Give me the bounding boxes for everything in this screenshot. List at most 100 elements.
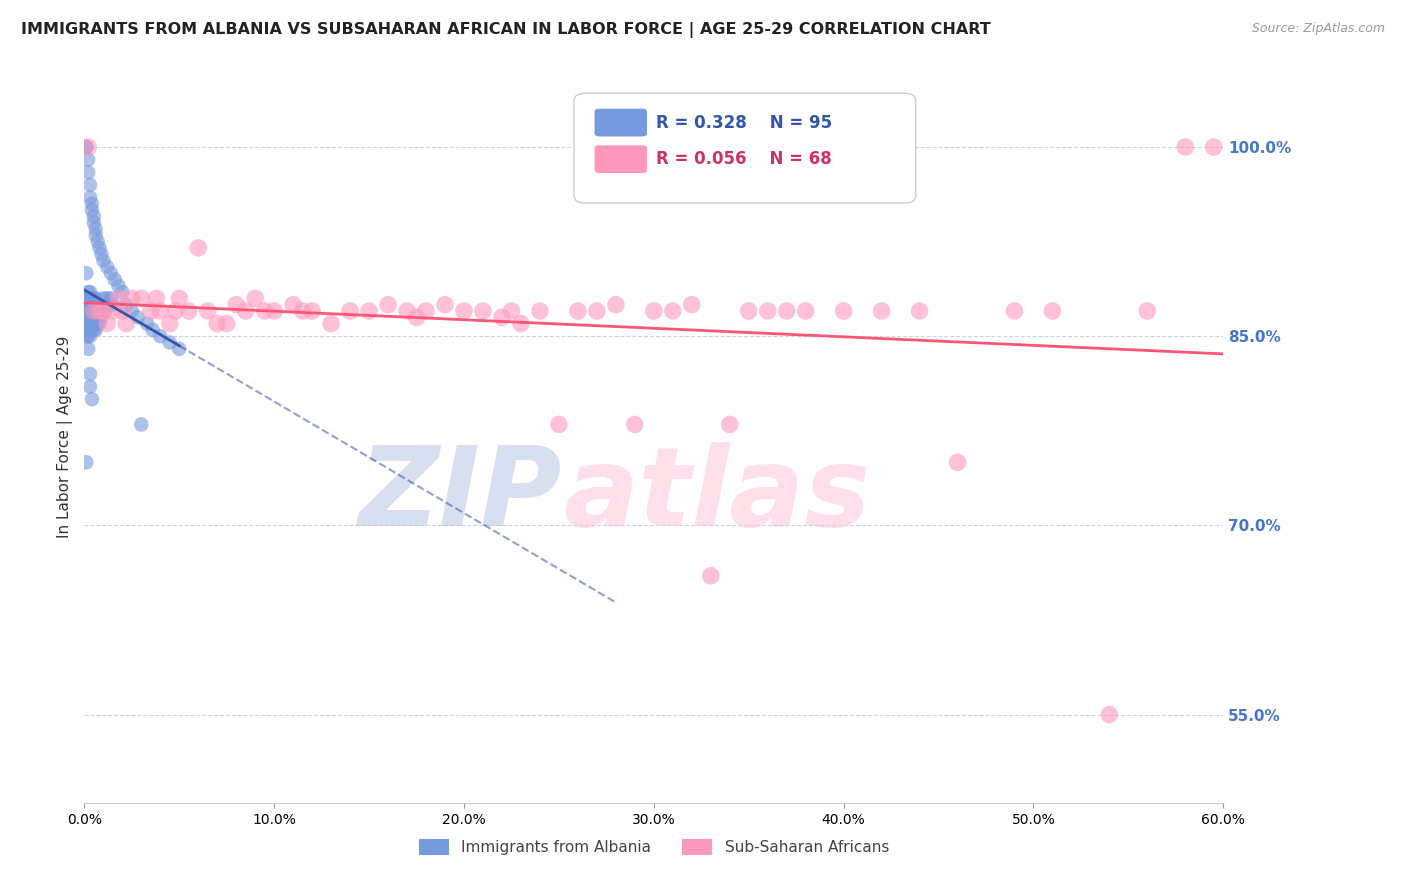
Point [207,317,229,331]
Point [472,304,495,318]
Point [434,298,457,312]
Point [80,298,103,312]
Point [77,323,100,337]
Point [79,178,101,192]
Point [794,304,817,318]
Point [90,247,112,261]
Point [75,140,97,154]
Point [77,329,100,343]
Point [77,140,100,154]
Point [263,304,285,318]
Point [405,310,427,325]
FancyBboxPatch shape [595,109,647,136]
Point [111,304,134,318]
Point [107,278,129,293]
Point [131,417,153,432]
Point [84,298,107,312]
Point [197,304,219,318]
Point [700,569,723,583]
Point [169,291,191,305]
Point [80,203,103,218]
Point [75,291,97,305]
Point [84,323,107,337]
Point [291,304,314,318]
Point [89,298,111,312]
Point [643,304,665,318]
Point [75,140,97,154]
Point [84,291,107,305]
Point [253,304,276,318]
Point [86,310,108,325]
Point [136,317,159,331]
Point [80,291,103,305]
Point [89,304,111,318]
Point [908,304,931,318]
Point [718,417,741,432]
Point [115,298,138,312]
Point [101,298,124,312]
Point [96,260,118,274]
Point [142,323,165,337]
Point [77,342,100,356]
Point [77,153,100,167]
Point [283,298,305,312]
Point [79,317,101,331]
Point [870,304,893,318]
Point [145,291,167,305]
Point [77,317,100,331]
Point [1042,304,1064,318]
Point [127,310,149,325]
Point [529,304,551,318]
Point [339,304,361,318]
Point [84,222,107,236]
Y-axis label: In Labor Force | Age 25-29: In Labor Force | Age 25-29 [58,336,73,538]
Point [832,304,855,318]
Text: R = 0.056    N = 68: R = 0.056 N = 68 [657,150,832,168]
Point [77,304,100,318]
Point [96,317,118,331]
Point [396,304,419,318]
Point [80,323,103,337]
Point [149,329,172,343]
Point [83,323,105,337]
Point [75,298,97,312]
Point [77,165,100,179]
Point [89,241,111,255]
Point [94,304,117,318]
Point [169,342,191,356]
Point [83,304,105,318]
Point [301,304,323,318]
Point [215,317,238,331]
Point [104,272,127,286]
Point [79,367,101,381]
Point [115,317,138,331]
Point [159,317,181,331]
Text: R = 0.328    N = 95: R = 0.328 N = 95 [657,113,832,131]
Point [79,291,101,305]
Point [567,304,589,318]
Point [75,304,97,318]
Point [80,291,103,305]
Point [80,310,103,325]
Point [1004,304,1026,318]
Point [75,329,97,343]
Point [131,291,153,305]
Point [548,417,571,432]
Point [84,310,107,325]
Point [946,455,969,469]
Text: ZIP: ZIP [359,442,562,549]
Point [83,210,105,224]
Point [90,298,112,312]
Point [100,266,122,280]
Point [79,329,101,343]
FancyBboxPatch shape [574,94,915,203]
Point [83,310,105,325]
Point [77,298,100,312]
Point [681,298,703,312]
Point [83,291,105,305]
Point [149,304,172,318]
Point [93,298,115,312]
Point [662,304,685,318]
FancyBboxPatch shape [595,145,647,173]
Point [93,253,115,268]
